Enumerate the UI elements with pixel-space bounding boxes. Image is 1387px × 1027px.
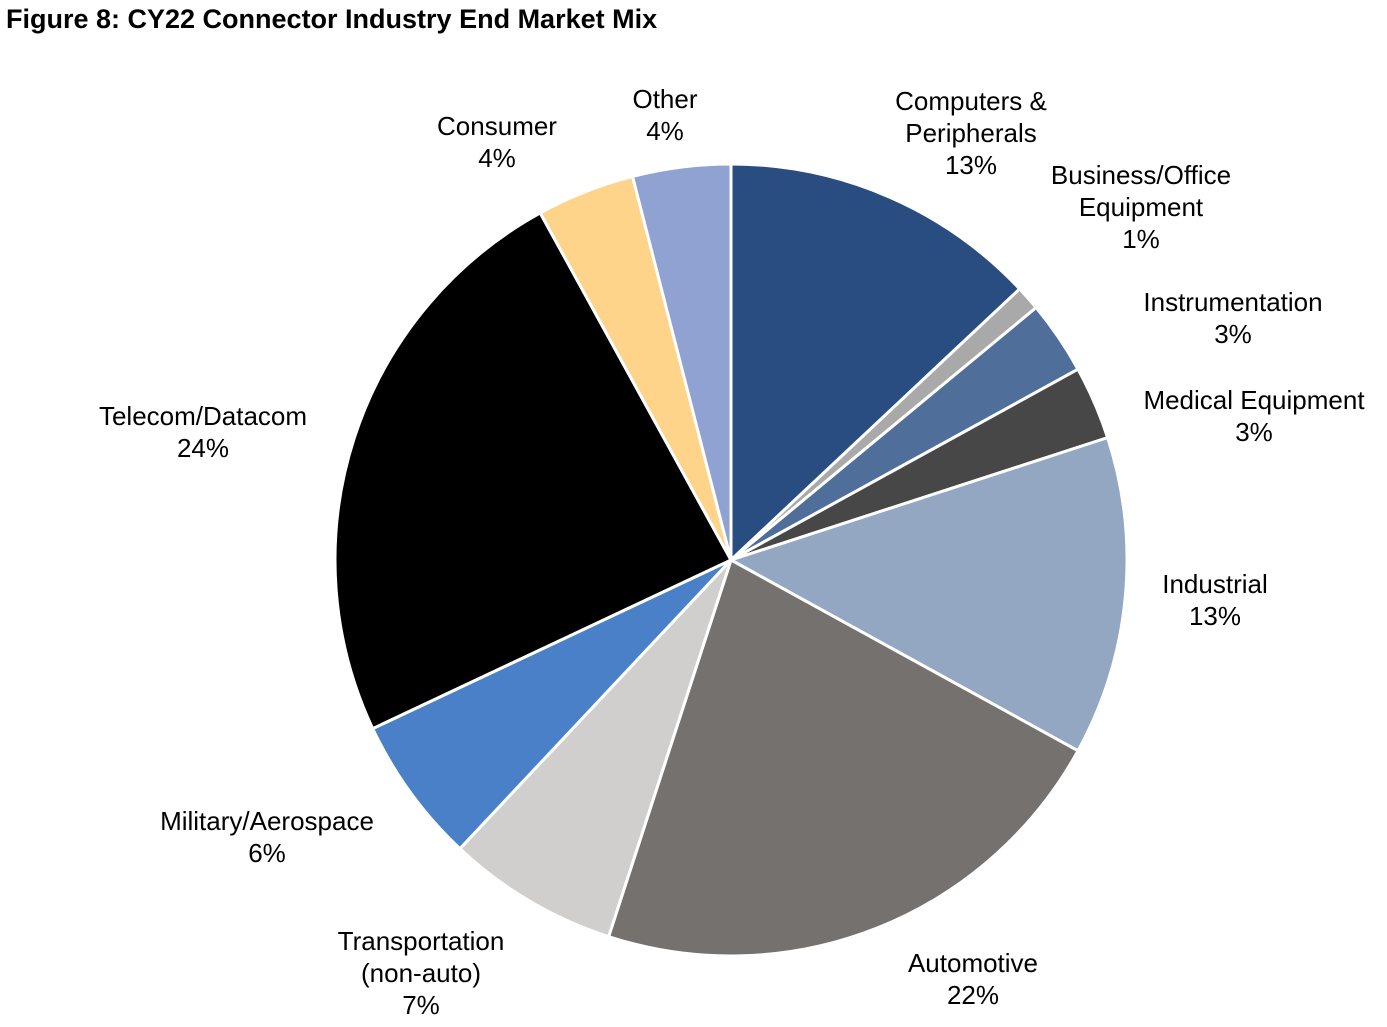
pie-slice-military-aerospace bbox=[371, 558, 733, 851]
chart-title: Figure 8: CY22 Connector Industry End Ma… bbox=[6, 4, 658, 34]
slice-label: Transportation (non-auto) 7% bbox=[338, 926, 505, 1020]
slice-category-label: Other bbox=[632, 84, 697, 114]
slice-value-label: 1% bbox=[1122, 224, 1160, 254]
slice-label: Business/Office Equipment 1% bbox=[1051, 160, 1231, 254]
slice-category-label: Instrumentation bbox=[1143, 287, 1322, 317]
pie-slice-other bbox=[631, 162, 733, 562]
pie-slice-industrial bbox=[729, 436, 1129, 753]
slice-label: Industrial 13% bbox=[1162, 569, 1268, 631]
slice-value-label: 22% bbox=[947, 980, 999, 1010]
slice-value-label: 4% bbox=[646, 116, 684, 146]
slice-label: Other 4% bbox=[632, 84, 697, 146]
slice-category-label: Peripherals bbox=[905, 118, 1037, 148]
slice-category-label: (non-auto) bbox=[361, 958, 481, 988]
slice-value-label: 3% bbox=[1214, 319, 1252, 349]
pie-slice-automotive bbox=[607, 558, 1080, 958]
pie-slices bbox=[333, 162, 1129, 958]
slice-value-label: 4% bbox=[478, 143, 516, 173]
slice-value-label: 13% bbox=[945, 150, 997, 180]
slice-category-label: Industrial bbox=[1162, 569, 1268, 599]
pie-slice-transportation-non-auto bbox=[458, 558, 733, 939]
slice-label: Computers & Peripherals 13% bbox=[895, 86, 1047, 180]
slice-value-label: 24% bbox=[177, 433, 229, 463]
pie-labels: Computers & Peripherals 13% Business/Office… bbox=[99, 84, 1365, 1020]
slice-category-label: Computers & bbox=[895, 86, 1047, 116]
slice-label: Consumer 4% bbox=[437, 111, 557, 173]
pie-slice-computers-peripherals bbox=[729, 162, 1022, 562]
slice-value-label: 13% bbox=[1189, 601, 1241, 631]
slice-label: Military/Aerospace 6% bbox=[160, 806, 374, 868]
slice-category-label: Equipment bbox=[1079, 192, 1204, 222]
slice-label: Instrumentation 3% bbox=[1143, 287, 1322, 349]
slice-category-label: Automotive bbox=[908, 948, 1038, 978]
slice-label: Automotive 22% bbox=[908, 948, 1038, 1010]
slice-label: Telecom/Datacom 24% bbox=[99, 401, 307, 463]
slice-value-label: 6% bbox=[248, 838, 286, 868]
slice-category-label: Consumer bbox=[437, 111, 557, 141]
slice-category-label: Military/Aerospace bbox=[160, 806, 374, 836]
slice-category-label: Transportation bbox=[338, 926, 505, 956]
slice-category-label: Medical Equipment bbox=[1143, 385, 1365, 415]
slice-value-label: 3% bbox=[1235, 417, 1273, 447]
slice-value-label: 7% bbox=[402, 990, 440, 1020]
slice-category-label: Telecom/Datacom bbox=[99, 401, 307, 431]
pie-slice-telecom-datacom bbox=[333, 211, 733, 731]
slice-category-label: Business/Office bbox=[1051, 160, 1231, 190]
slice-label: Medical Equipment 3% bbox=[1143, 385, 1365, 447]
